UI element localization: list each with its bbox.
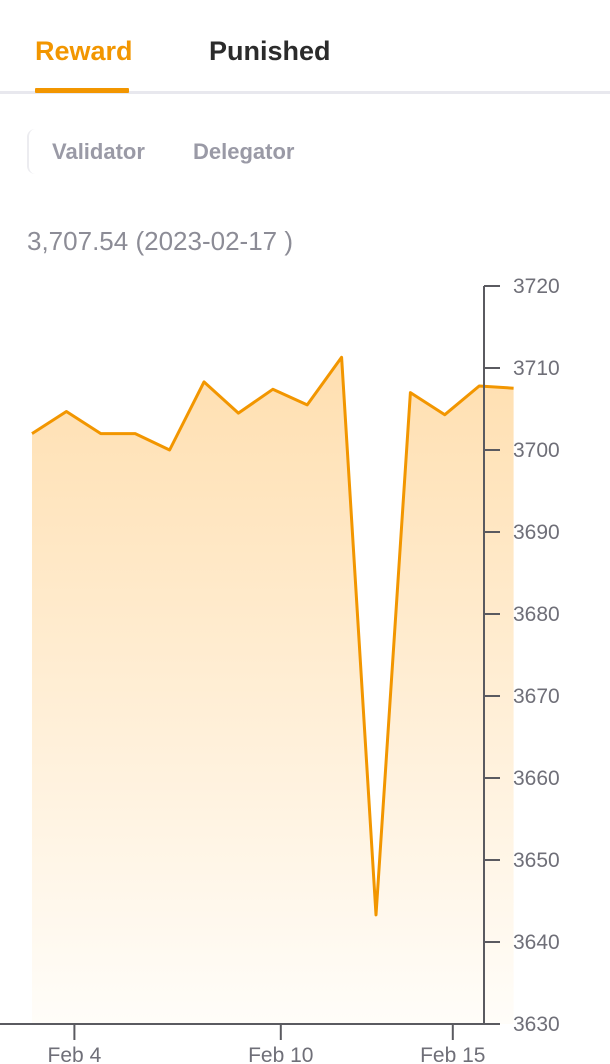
y-tick-label-3680: 3680 bbox=[513, 603, 560, 626]
data-point-feb-10 bbox=[271, 387, 275, 391]
y-tick-label-3670: 3670 bbox=[513, 685, 560, 708]
y-tick-label-3720: 3720 bbox=[513, 275, 560, 298]
data-point-feb-17 bbox=[512, 386, 516, 390]
value-readout: 3,707.54 (2023-02-17 ) bbox=[27, 226, 293, 257]
reward-chart: 3720 3710 3700 3690 3680 3670 3660 3650 3640 3630… bbox=[0, 275, 560, 1064]
data-point-feb-16 bbox=[477, 384, 481, 388]
data-point-feb-3 bbox=[30, 432, 34, 436]
x-tick-label-2: Feb 15 bbox=[420, 1044, 485, 1064]
active-tab-indicator bbox=[35, 88, 129, 93]
data-point-feb-4 bbox=[64, 410, 68, 414]
tab-reward[interactable]: Reward bbox=[35, 36, 133, 66]
segment-delegator[interactable]: Delegator bbox=[193, 139, 295, 164]
data-point-feb-6 bbox=[133, 432, 137, 436]
data-point-feb-13 bbox=[374, 913, 378, 917]
y-tick-label-3710: 3710 bbox=[513, 357, 560, 380]
y-tick-label-3630: 3630 bbox=[513, 1013, 560, 1036]
data-point-feb-14 bbox=[408, 391, 412, 395]
data-point-feb-7 bbox=[168, 448, 172, 452]
data-point-feb-5 bbox=[99, 432, 103, 436]
y-tick-label-3700: 3700 bbox=[513, 439, 560, 462]
tab-punished[interactable]: Punished bbox=[209, 36, 331, 66]
data-point-feb-9 bbox=[236, 411, 240, 415]
data-point-feb-8 bbox=[202, 380, 206, 384]
readout-date: (2023-02-17 ) bbox=[135, 226, 293, 256]
segment-validator[interactable]: Validator bbox=[52, 139, 145, 164]
x-tick-label-1: Feb 10 bbox=[248, 1044, 313, 1064]
data-point-feb-12 bbox=[340, 355, 344, 359]
y-tick-label-3690: 3690 bbox=[513, 521, 560, 544]
tab-bar: Reward Punished bbox=[0, 0, 610, 94]
data-point-feb-11 bbox=[305, 403, 309, 407]
y-tick-label-3660: 3660 bbox=[513, 767, 560, 790]
data-point-feb-15 bbox=[443, 413, 447, 417]
x-tick-label-0: Feb 4 bbox=[48, 1044, 102, 1064]
series-line bbox=[31, 355, 514, 917]
readout-value: 3,707.54 bbox=[27, 226, 129, 256]
y-tick-label-3640: 3640 bbox=[513, 931, 560, 954]
y-tick-label-3650: 3650 bbox=[513, 849, 560, 872]
role-segment-control: Validator Delegator bbox=[27, 129, 329, 174]
area-fill bbox=[32, 357, 514, 1024]
